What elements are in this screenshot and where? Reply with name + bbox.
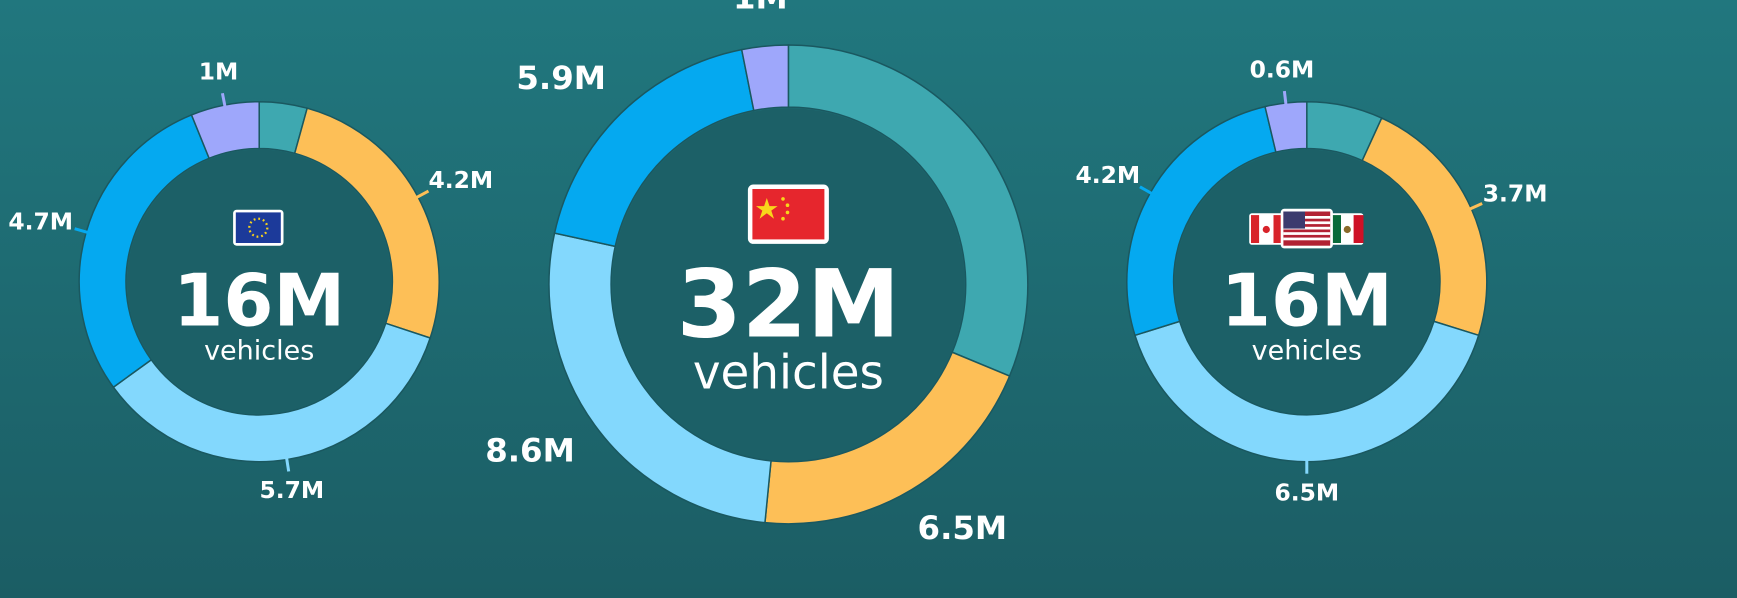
donut-hole — [127, 149, 392, 414]
donut-segment — [1264, 100, 1308, 154]
value-label: 4.7M — [8, 208, 73, 236]
value-label: 5.7M — [259, 476, 324, 504]
center-label: vehicles — [204, 335, 314, 366]
label-tick — [220, 92, 227, 108]
label-tick — [1282, 90, 1288, 106]
value-label: 8.6M — [485, 432, 575, 470]
donut-hole — [612, 108, 965, 461]
donut-segment — [190, 100, 260, 160]
center-label: vehicles — [693, 347, 884, 401]
value-label: 6.5M — [1274, 479, 1339, 507]
label-tick — [1468, 202, 1483, 211]
value-label: 5.9M — [516, 59, 606, 97]
value-label: 6.5M — [918, 509, 1008, 547]
value-label: 1M — [733, 0, 788, 17]
value-label: 4.2M — [1075, 161, 1140, 189]
label-tick — [1139, 185, 1153, 196]
center-label: vehicles — [1252, 335, 1362, 366]
china-flag — [747, 184, 829, 244]
value-label: 0.6M — [1250, 55, 1315, 83]
eu-flag — [233, 209, 284, 246]
value-label: 4.2M — [428, 166, 493, 194]
donut-hole — [1174, 149, 1440, 414]
donut-segment — [1134, 320, 1480, 463]
charts: 4.2M5.7M4.7M1M16Mvehicles6.5M8.6M5.9M1M3… — [8, 0, 1547, 547]
center-value: 32M — [677, 250, 900, 359]
label-tick — [74, 227, 89, 235]
donut-segment — [787, 44, 1029, 377]
value-label: 3.7M — [1483, 180, 1548, 208]
donut-segment — [112, 322, 432, 463]
label-tick — [285, 457, 291, 472]
label-tick — [415, 189, 430, 200]
na-flags — [1249, 208, 1364, 249]
value-label: 1M — [199, 58, 239, 86]
center-value: 16M — [1221, 259, 1393, 343]
donut-segment — [740, 44, 790, 112]
center-value: 16M — [173, 259, 345, 343]
donut-segment — [548, 232, 772, 524]
